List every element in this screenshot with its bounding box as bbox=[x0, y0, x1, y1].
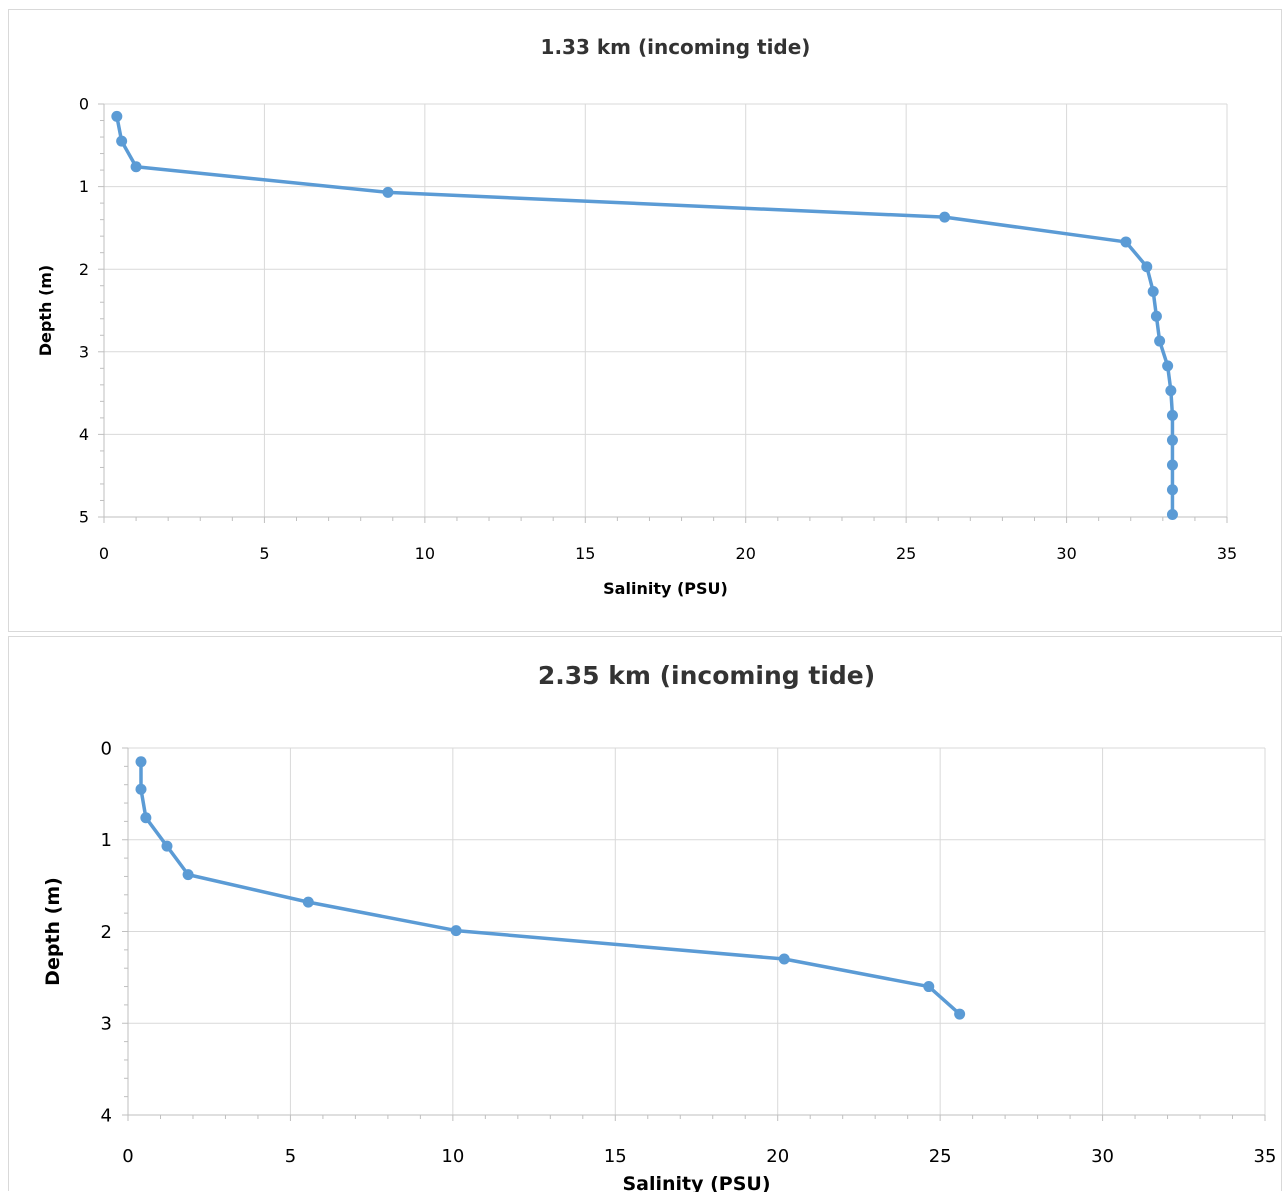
chart-2-gridlines bbox=[128, 747, 1266, 1115]
y-tick-label: 2 bbox=[79, 260, 89, 279]
data-point-marker bbox=[1150, 310, 1162, 322]
x-tick-label: 10 bbox=[441, 1146, 464, 1167]
data-point-marker bbox=[1162, 360, 1174, 372]
data-point-marker bbox=[1166, 509, 1178, 521]
x-tick-label: 15 bbox=[575, 544, 595, 563]
data-point-marker bbox=[1166, 459, 1178, 471]
chart-2-svg: 2.35 km (incoming tide) 0 5 10 15 20 25 30 35 0 1 2… bbox=[42, 661, 1277, 1192]
data-point-marker bbox=[135, 756, 147, 768]
chart-1-gridlines bbox=[104, 103, 1228, 517]
data-point-marker bbox=[1120, 236, 1132, 248]
chart-1-y-axis-title: Depth (m) bbox=[36, 265, 55, 357]
y-tick-label: 0 bbox=[101, 738, 112, 759]
chart-2-title: 2.35 km (incoming tide) bbox=[538, 661, 875, 690]
chart-1-svg: 1.33 km (incoming tide)0 5 10 15 20 25 30 35012… bbox=[36, 35, 1237, 598]
x-tick-label: 30 bbox=[1091, 1146, 1114, 1167]
x-tick-label: 5 bbox=[259, 544, 269, 563]
x-tick-label: 25 bbox=[896, 544, 916, 563]
data-point-marker bbox=[161, 840, 173, 852]
data-point-marker bbox=[135, 783, 147, 795]
x-tick-label: 20 bbox=[766, 1146, 789, 1167]
y-tick-label: 4 bbox=[79, 425, 89, 444]
x-tick-label: 25 bbox=[929, 1146, 952, 1167]
y-tick-label: 1 bbox=[79, 177, 89, 196]
x-tick-label: 5 bbox=[285, 1146, 296, 1167]
data-point-marker bbox=[382, 186, 394, 198]
data-point-marker bbox=[116, 135, 128, 147]
chart-2-tick-marks bbox=[122, 747, 1266, 1121]
chart-1-container: 1.33 km (incoming tide) 0 5 10 15 20 25 30 35 0 1 2… bbox=[8, 9, 1282, 632]
data-point-marker bbox=[1166, 434, 1178, 446]
x-tick-label: 35 bbox=[1217, 544, 1237, 563]
data-point-marker bbox=[1147, 286, 1159, 298]
chart-2-container: 2.35 km (incoming tide) 0 5 10 15 20 25 30 35 0 1 2… bbox=[8, 636, 1282, 1192]
data-point-marker bbox=[182, 869, 194, 881]
x-tick-label: 15 bbox=[604, 1146, 627, 1167]
data-point-marker bbox=[1166, 484, 1178, 496]
y-tick-label: 3 bbox=[79, 342, 89, 361]
data-point-marker bbox=[1165, 385, 1177, 397]
chart-1-series-line bbox=[115, 114, 1175, 517]
x-tick-label: 0 bbox=[122, 1146, 133, 1167]
y-tick-label: 0 bbox=[79, 95, 89, 114]
data-point-marker bbox=[302, 896, 314, 908]
x-tick-label: 30 bbox=[1056, 544, 1076, 563]
x-tick-label: 0 bbox=[99, 544, 109, 563]
data-point-marker bbox=[954, 1008, 966, 1020]
data-point-marker bbox=[778, 953, 790, 965]
data-point-marker bbox=[1141, 261, 1153, 273]
data-point-marker bbox=[939, 211, 951, 223]
x-tick-label: 20 bbox=[736, 544, 756, 563]
chart-1-tick-marks bbox=[98, 103, 1228, 523]
y-tick-label: 2 bbox=[101, 922, 112, 943]
x-tick-label: 10 bbox=[415, 544, 435, 563]
data-point-marker bbox=[111, 110, 123, 122]
y-tick-label: 1 bbox=[101, 830, 112, 851]
chart-1-x-axis-title: Salinity (PSU) bbox=[603, 579, 728, 598]
chart-1-title: 1.33 km (incoming tide) bbox=[541, 35, 811, 59]
chart-2-x-axis-title: Salinity (PSU) bbox=[622, 1173, 770, 1192]
y-tick-label: 5 bbox=[79, 508, 89, 527]
x-tick-label: 35 bbox=[1254, 1146, 1277, 1167]
y-tick-label: 4 bbox=[101, 1105, 112, 1126]
chart-2-series-line bbox=[139, 760, 962, 1016]
data-point-marker bbox=[140, 812, 152, 824]
chart-2-y-axis-title: Depth (m) bbox=[42, 877, 64, 986]
data-point-marker bbox=[1166, 409, 1178, 421]
data-point-marker bbox=[923, 981, 935, 993]
data-point-marker bbox=[130, 161, 142, 173]
y-tick-label: 3 bbox=[101, 1014, 112, 1035]
data-point-marker bbox=[1154, 335, 1166, 347]
data-point-marker bbox=[450, 925, 462, 937]
